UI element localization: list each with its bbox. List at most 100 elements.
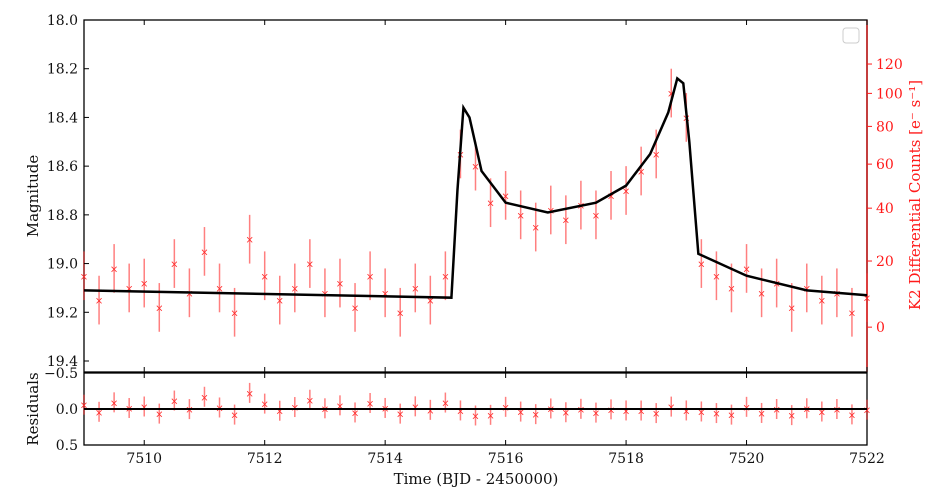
right-y-tick-label: 100 (876, 86, 903, 102)
data-point: × (486, 199, 494, 210)
y-tick-label: 19.4 (47, 354, 78, 370)
residual-point: × (396, 410, 404, 421)
data-point: × (772, 279, 780, 290)
data-point: × (366, 272, 374, 283)
data-point: × (562, 216, 570, 227)
data-point: × (607, 191, 615, 202)
residual-point: × (486, 411, 494, 422)
data-point: × (140, 279, 148, 290)
residual-y-tick-label: 0.0 (56, 402, 78, 418)
data-point: × (742, 264, 750, 275)
residual-point: × (170, 397, 178, 408)
residual-point: × (366, 399, 374, 410)
data-point: × (757, 289, 765, 300)
data-point: × (125, 284, 133, 295)
data-point: × (260, 272, 268, 283)
data-point: × (652, 150, 660, 161)
x-tick-label: 7520 (729, 451, 765, 467)
residual-point: × (456, 406, 464, 417)
residual-y-tick-label: −0.5 (44, 366, 78, 382)
residual-point: × (276, 407, 284, 418)
data-point: × (471, 162, 479, 173)
right-y-tick-label: 40 (876, 201, 894, 217)
data-point: × (788, 303, 796, 314)
residual-point: × (185, 405, 193, 416)
x-tick-label: 7522 (849, 451, 885, 467)
residual-point: × (788, 411, 796, 422)
data-point: × (185, 289, 193, 300)
data-point: × (516, 211, 524, 222)
residual-point: × (441, 399, 449, 410)
x-tick-label: 7512 (247, 451, 283, 467)
legend-box (842, 27, 860, 44)
residual-point: × (848, 410, 856, 421)
data-point: × (426, 296, 434, 307)
data-point: × (863, 294, 871, 305)
right-y-tick-label: 60 (876, 157, 894, 173)
data-point: × (396, 308, 404, 319)
data-point: × (592, 211, 600, 222)
y-tick-label: 18.4 (47, 110, 78, 126)
data-point: × (200, 247, 208, 258)
data-point: × (230, 308, 238, 319)
data-point: × (245, 235, 253, 246)
residual-point: × (245, 389, 253, 400)
data-point: × (637, 167, 645, 178)
data-point: × (712, 272, 720, 283)
main-plot-frame (83, 19, 868, 373)
data-point: × (80, 272, 88, 283)
residual-point: × (426, 406, 434, 417)
residual-point: × (336, 401, 344, 412)
data-point: × (155, 303, 163, 314)
residual-point: × (757, 409, 765, 420)
residual-point: × (411, 402, 419, 413)
residual-point: × (155, 410, 163, 421)
residual-point: × (607, 405, 615, 416)
right-y-tick-label: 20 (876, 254, 894, 270)
x-tick-label: 7510 (126, 451, 162, 467)
data-point: × (381, 289, 389, 300)
residual-point: × (351, 408, 359, 419)
residual-point: × (772, 405, 780, 416)
residual-point: × (592, 409, 600, 420)
data-point: × (336, 279, 344, 290)
data-point: × (215, 284, 223, 295)
residual-point: × (230, 411, 238, 422)
y-axis-label: Magnitude (24, 155, 42, 238)
residual-point: × (727, 411, 735, 422)
data-point: × (276, 296, 284, 307)
data-point: × (667, 89, 675, 100)
residual-point: × (712, 409, 720, 420)
data-point: × (501, 191, 509, 202)
residual-point: × (140, 402, 148, 413)
residual-point: × (532, 410, 540, 421)
residual-point: × (260, 400, 268, 411)
data-point: × (306, 260, 314, 271)
residual-point: × (637, 407, 645, 418)
y-tick-label: 18.2 (47, 62, 78, 78)
right-y-tick-label: 80 (876, 119, 894, 135)
y-tick-label: 19.2 (47, 305, 78, 321)
y-tick-label: 18.0 (47, 13, 78, 29)
data-point: × (727, 284, 735, 295)
residual-point: × (95, 408, 103, 419)
data-point: × (411, 284, 419, 295)
y-tick-label: 19.0 (47, 257, 78, 273)
data-point: × (441, 272, 449, 283)
residual-point: × (652, 409, 660, 420)
data-point: × (351, 303, 359, 314)
residual-point: × (577, 405, 585, 416)
x-tick-label: 7518 (608, 451, 644, 467)
x-tick-label: 7514 (367, 451, 403, 467)
residual-point: × (682, 406, 690, 417)
data-point: × (697, 260, 705, 271)
data-point: × (848, 308, 856, 319)
residual-point: × (833, 405, 841, 416)
residual-point: × (80, 401, 88, 412)
data-point: × (95, 296, 103, 307)
model-curve (83, 76, 868, 299)
right-y-tick-label: 120 (876, 57, 903, 73)
residual-point: × (200, 393, 208, 404)
residual-point: × (697, 407, 705, 418)
